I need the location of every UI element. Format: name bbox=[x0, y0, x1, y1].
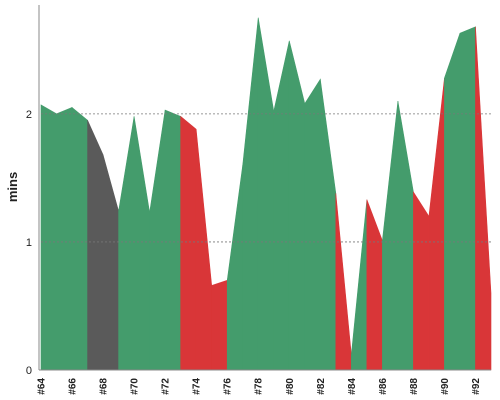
area-segments bbox=[40, 17, 492, 371]
area-segment-bad bbox=[366, 199, 383, 371]
area-segment-good bbox=[320, 79, 337, 371]
area-segment-good bbox=[164, 109, 181, 371]
x-tick-label: #70 bbox=[130, 378, 141, 395]
area-segment-good bbox=[242, 17, 259, 371]
area-segment-neutral bbox=[87, 120, 104, 371]
area-segment-good bbox=[397, 101, 414, 371]
area-segment-bad bbox=[428, 77, 445, 371]
area-segment-neutral bbox=[102, 154, 119, 371]
area-segment-good bbox=[133, 116, 150, 371]
area-segment-good bbox=[56, 107, 73, 371]
x-tick-label: #74 bbox=[192, 378, 203, 395]
x-tick-label: #80 bbox=[285, 378, 296, 395]
area-segment-good bbox=[459, 26, 476, 371]
x-tick-label: #92 bbox=[471, 378, 482, 395]
area-segment-good bbox=[273, 40, 290, 371]
x-tick-label: #84 bbox=[347, 378, 358, 395]
y-tick-labels: 0 1 2 bbox=[26, 109, 32, 377]
area-segment-good bbox=[118, 116, 135, 371]
area-segment-good bbox=[351, 199, 368, 371]
x-tick-label: #86 bbox=[378, 378, 389, 395]
area-segment-good bbox=[304, 78, 321, 371]
area-segment-bad bbox=[180, 115, 197, 371]
area-segment-good bbox=[71, 106, 88, 371]
area-segment-good bbox=[444, 33, 461, 371]
y-gridlines bbox=[41, 113, 491, 243]
area-segment-good bbox=[382, 101, 399, 371]
y-tick-label: 1 bbox=[26, 237, 32, 249]
x-tick-label: #76 bbox=[223, 378, 234, 395]
area-segment-bad bbox=[335, 193, 352, 371]
x-tick-label: #68 bbox=[99, 378, 110, 395]
area-segment-good bbox=[226, 165, 244, 371]
y-tick-label: 2 bbox=[26, 109, 32, 121]
x-tick-labels: #64 #66 #68 #70 #72 #74 #76 #78 #80 #82 #84 #86 #88 #… bbox=[37, 378, 482, 395]
area-segment-bad bbox=[211, 279, 228, 371]
x-tick-label: #82 bbox=[316, 378, 327, 395]
x-tick-label: #66 bbox=[68, 378, 79, 395]
area-segment-good bbox=[40, 104, 57, 371]
y-axis-title: mins bbox=[5, 172, 20, 202]
x-tick-label: #72 bbox=[161, 378, 172, 395]
area-segment-good bbox=[257, 17, 275, 371]
area-segment-good bbox=[149, 109, 166, 371]
x-tick-label: #88 bbox=[409, 378, 420, 395]
y-tick-label: 0 bbox=[26, 365, 32, 377]
area-segment-bad bbox=[475, 26, 492, 371]
area-segment-bad bbox=[413, 190, 430, 371]
x-tick-label: #64 bbox=[37, 378, 48, 395]
area-segment-bad bbox=[195, 129, 212, 371]
area-segment-good bbox=[288, 40, 306, 371]
x-tick-label: #78 bbox=[254, 378, 265, 395]
x-tick-label: #90 bbox=[440, 378, 451, 395]
